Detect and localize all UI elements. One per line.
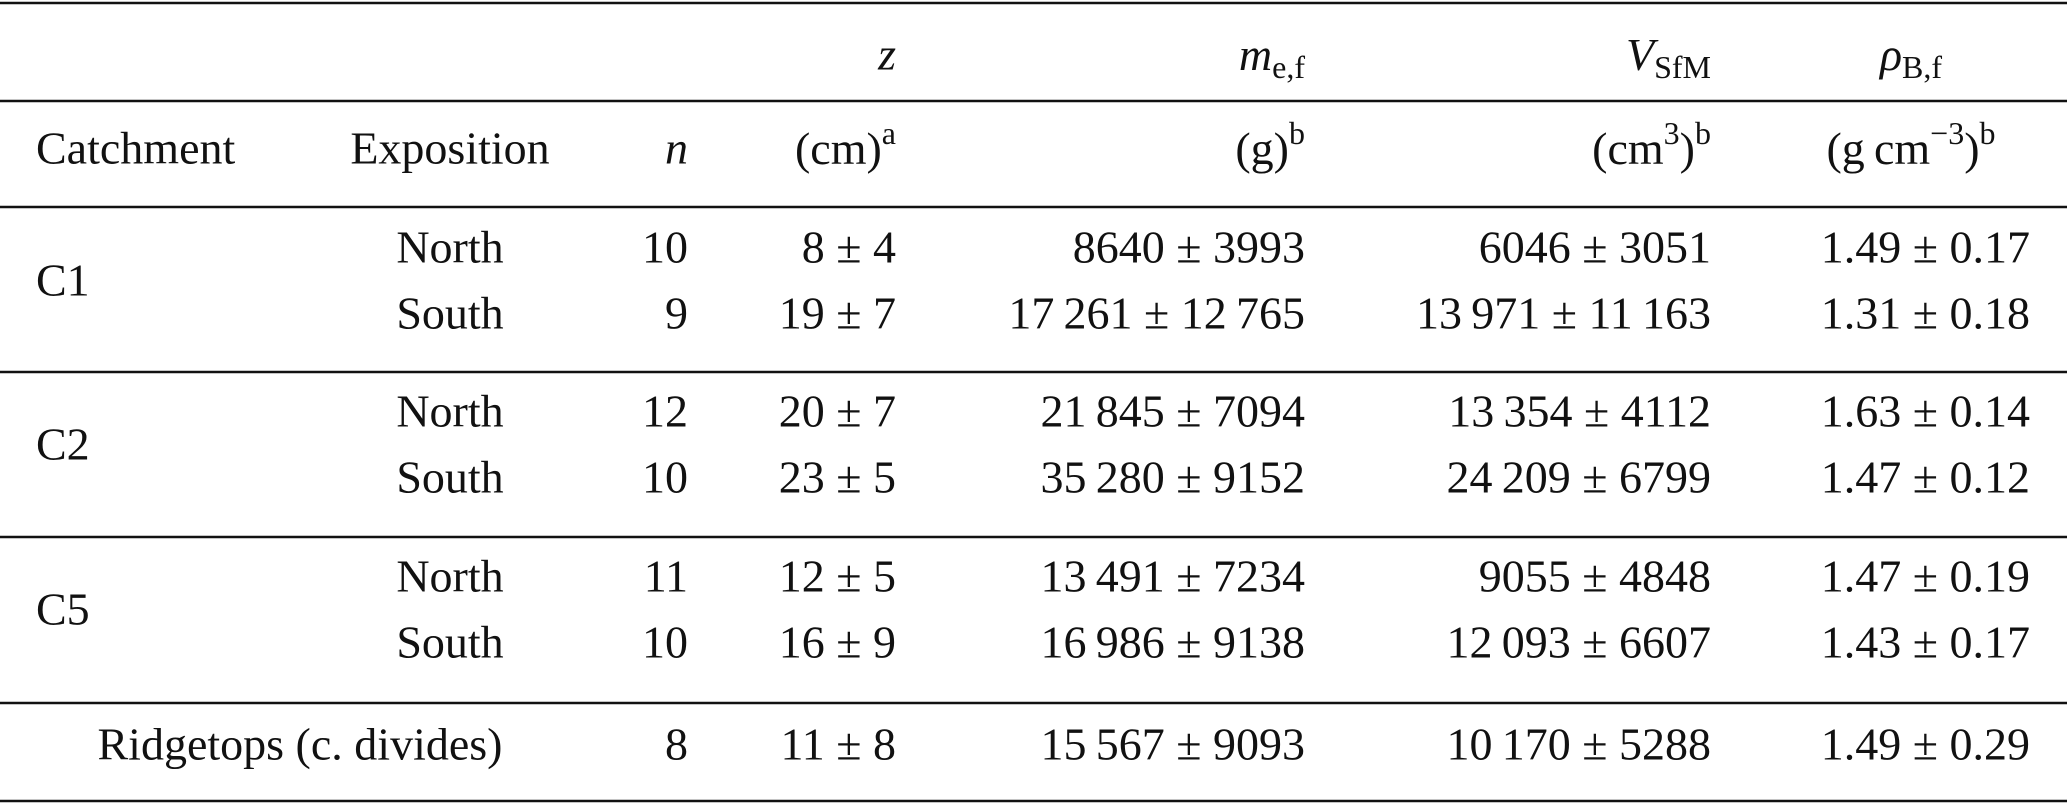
catchment-cell: C5	[36, 584, 90, 635]
symbol: m	[1239, 29, 1272, 80]
value-cell: 15 567 ± 9093	[1041, 719, 1305, 770]
value-cell: 13 354 ± 4112	[1448, 386, 1711, 437]
value-cell: 11 ± 8	[780, 719, 896, 770]
exposition-cell: South	[396, 288, 503, 339]
value-cell: 24 209 ± 6799	[1447, 452, 1711, 503]
value-cell: 1.47 ± 0.19	[1821, 551, 2030, 602]
value-cell: 17 261 ± 12 765	[1008, 288, 1305, 339]
subscript: e,f	[1272, 49, 1305, 85]
value-cell: 8 ± 4	[802, 222, 896, 273]
value-cell: 1.47 ± 0.12	[1821, 452, 2030, 503]
unit: (g cm	[1826, 123, 1930, 174]
header-cell: n	[665, 123, 688, 174]
value-cell: 1.43 ± 0.17	[1821, 617, 2030, 668]
value-cell: 10	[642, 617, 688, 668]
value-cell: 9	[665, 288, 688, 339]
value-cell: 12 ± 5	[779, 551, 896, 602]
value-cell: 23 ± 5	[779, 452, 896, 503]
value-cell: 1.49 ± 0.17	[1821, 222, 2030, 273]
header-cell: Catchment	[36, 123, 235, 174]
symbol: ρ	[1878, 29, 1902, 80]
header-unit: (cm3)b	[1592, 115, 1711, 173]
value-cell: 20 ± 7	[779, 386, 896, 437]
value-cell: 1.49 ± 0.29	[1821, 719, 2030, 770]
note: a	[882, 115, 896, 151]
note: b	[1980, 115, 1996, 151]
value-cell: 8640 ± 3993	[1073, 222, 1305, 273]
value-cell: 11	[644, 551, 688, 602]
value-cell: 12 093 ± 6607	[1447, 617, 1711, 668]
value-cell: 16 ± 9	[779, 617, 896, 668]
value-cell: 12	[642, 386, 688, 437]
header-symbol: me,f	[1239, 29, 1305, 86]
value-cell: 10	[642, 222, 688, 273]
unit-close: )	[1680, 123, 1695, 174]
note: b	[1695, 115, 1711, 151]
value-cell: 8	[665, 719, 688, 770]
value-cell: 35 280 ± 9152	[1041, 452, 1305, 503]
header-unit: (g)b	[1235, 115, 1305, 173]
unit-power: −3	[1930, 115, 1964, 151]
value-cell: 16 986 ± 9138	[1041, 617, 1305, 668]
value-cell: 1.63 ± 0.14	[1821, 386, 2030, 437]
value-cell: 13 491 ± 7234	[1041, 551, 1305, 602]
value-cell: 19 ± 7	[779, 288, 896, 339]
subscript: B,f	[1902, 49, 1942, 85]
unit: (cm	[1592, 123, 1664, 174]
unit: (g)	[1235, 123, 1289, 174]
catchment-cell: C1	[36, 255, 90, 306]
header-symbol: VSfM	[1626, 29, 1711, 86]
exposition-cell: South	[396, 617, 503, 668]
unit: (cm)	[795, 123, 882, 174]
unit-power: 3	[1664, 115, 1680, 151]
header-cell: Exposition	[350, 123, 549, 174]
header-symbol: z	[877, 29, 896, 80]
value-cell: 9055 ± 4848	[1479, 551, 1711, 602]
exposition-cell: North	[396, 551, 503, 602]
catchment-cell: C2	[36, 419, 90, 470]
exposition-cell: North	[396, 222, 503, 273]
exposition-cell: North	[396, 386, 503, 437]
value-cell: 21 845 ± 7094	[1041, 386, 1305, 437]
header-unit: (g cm−3)b	[1826, 115, 1995, 173]
subscript: SfM	[1654, 49, 1711, 85]
value-cell: 10	[642, 452, 688, 503]
header-symbol: ρB,f	[1878, 29, 1942, 86]
value-cell: 1.31 ± 0.18	[1821, 288, 2030, 339]
note: b	[1289, 115, 1305, 151]
value-cell: 13 971 ± 11 163	[1416, 288, 1711, 339]
summary-label: Ridgetops (c. divides)	[98, 719, 503, 770]
exposition-cell: South	[396, 452, 503, 503]
symbol: V	[1626, 29, 1659, 80]
header-unit: (cm)a	[795, 115, 896, 173]
value-cell: 10 170 ± 5288	[1447, 719, 1711, 770]
unit-close: )	[1964, 123, 1979, 174]
value-cell: 6046 ± 3051	[1479, 222, 1711, 273]
